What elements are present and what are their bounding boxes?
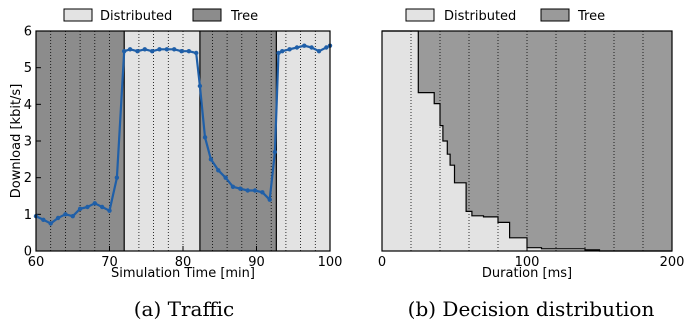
legend-swatch-distributed [63,8,93,22]
download-point [107,208,112,213]
traffic-x-axis-label: Simulation Time [min] [111,266,255,281]
mode-region-tree [199,31,277,251]
download-point [55,215,61,221]
download-point [294,45,300,50]
download-point [77,206,83,212]
y-tick-label: 6 [24,25,32,40]
y-tick-label: 5 [24,61,32,76]
download-point [122,48,127,54]
y-tick-label: 3 [24,135,32,150]
download-point [238,186,243,191]
download-point [70,213,75,219]
legend-label-distributed: Distributed [100,9,172,24]
decision-legend: Distributed Tree [405,8,605,24]
decision-caption: (b) Decision distribution [408,297,655,321]
legend-label-distributed: Distributed [444,9,516,24]
mode-region-distributed [124,31,200,251]
decision-gridlines [410,31,644,251]
legend-swatch-distributed [405,8,435,22]
legend-swatch-tree [192,8,222,22]
download-point [276,50,281,56]
y-tick-label: 4 [24,98,32,113]
download-point [316,48,322,54]
mode-region-distributed [276,31,330,251]
download-point [186,48,192,54]
x-tick-label: 80 [175,255,192,270]
y-tick-label: 1 [24,208,32,223]
download-point [41,217,46,223]
download-point [171,47,177,52]
download-point [135,48,140,54]
download-point [245,188,250,193]
download-point [92,201,98,206]
download-point [267,197,272,202]
download-point [114,175,120,180]
decision-ticks: 0 100 200 [378,246,685,270]
x-tick-label: 100 [318,255,343,270]
download-point [194,50,199,56]
download-point [208,157,214,162]
distributed-area [382,31,672,251]
download-point [197,83,203,89]
traffic-gridlines [50,31,316,251]
legend-label-tree: Tree [230,9,258,24]
download-point [99,204,105,210]
download-point [216,168,221,173]
download-point [309,45,314,50]
download-point [302,43,307,48]
download-point [85,204,90,210]
traffic-axes-frame [35,30,331,252]
download-point [252,188,258,193]
x-tick-label: 200 [660,255,685,270]
download-point [157,47,162,52]
download-point [230,184,236,190]
download-point [179,48,184,54]
download-point [272,149,278,155]
download-point [223,175,228,180]
download-point [164,47,170,52]
download-point [63,212,68,217]
x-tick-label: 60 [28,255,45,270]
traffic-y-axis-label: Download [kbit/s] [9,84,24,199]
legend-swatch-tree [540,8,570,22]
decision-chart: Distributed Tree 0 100 200 Duration [ms] (… [378,8,685,321]
decision-x-axis-label: Duration [ms] [482,266,572,281]
download-point [127,47,133,52]
download-point [260,190,265,195]
traffic-caption: (a) Traffic [134,297,235,321]
download-point [149,48,155,54]
traffic-series [33,43,333,226]
download-point [287,47,292,52]
traffic-chart: Distributed Tree 60 70 80 90 100 0 1 2 3 4 5 6 Simu… [9,8,343,321]
download-point [48,221,53,226]
download-point [324,45,329,50]
traffic-legend: Distributed Tree [63,8,258,24]
y-tick-label: 0 [24,245,32,260]
y-tick-label: 2 [24,171,32,186]
download-point [202,135,208,140]
x-tick-label: 70 [101,255,118,270]
x-tick-label: 90 [248,255,265,270]
download-point [280,48,285,54]
download-point [142,47,147,52]
x-tick-label: 100 [515,255,540,270]
decision-axes-frame [381,30,673,252]
x-tick-label: 0 [378,255,386,270]
legend-label-tree: Tree [577,9,605,24]
traffic-ticks: 60 70 80 90 100 0 1 2 3 4 5 6 [24,25,343,271]
